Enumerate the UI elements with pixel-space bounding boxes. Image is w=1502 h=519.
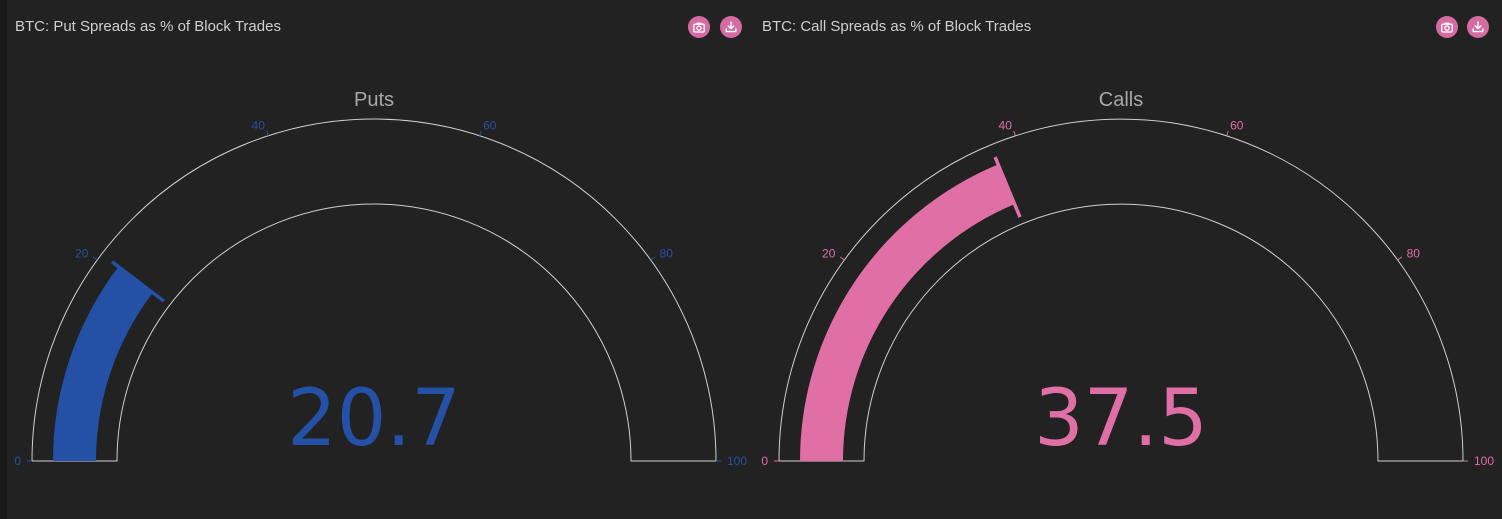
download-icon [1472,21,1484,33]
download-png-button[interactable] [1436,16,1458,38]
panel-title: BTC: Put Spreads as % of Block Trades [15,18,281,35]
gauge-tick [479,130,482,136]
gauge-title: Calls [1099,89,1143,111]
download-png-button[interactable] [688,16,710,38]
gauge-tick-label: 40 [252,118,266,132]
gauge-tick-label: 20 [822,247,836,261]
left-edge [0,0,7,519]
gauge-tick [266,130,269,136]
calls-panel: 0 20 40 60 80 100 Calls 37.5 BTC: Call Spreads … [750,0,1502,519]
gauge-tick-label: 80 [660,247,674,261]
gauge-tick [650,256,656,261]
gauge-tick-label: 60 [1230,118,1244,132]
gauge-tick-label: 100 [1474,454,1494,468]
gauge-tick [1226,130,1229,136]
gauge-tick-label: 0 [761,454,768,468]
gauge-value-marker [111,260,165,303]
camera-icon [1441,22,1453,33]
download-data-button[interactable] [1467,16,1489,38]
puts-gauge: 0 20 40 60 80 100 Puts 20.7 [14,89,747,468]
puts-panel: 0 20 40 60 80 100 Puts 20.7 BTC: Put Spreads as… [0,0,750,519]
gauge-tick-label: 60 [483,118,497,132]
gauge-title: Puts [354,89,394,111]
gauge-value-number: 37.5 [1034,374,1208,464]
gauge-tick-label: 0 [14,454,21,468]
calls-gauge: 0 20 40 60 80 100 Calls 37.5 [761,89,1494,468]
camera-icon [693,22,705,33]
download-icon [725,21,737,33]
gauge-tick [1013,130,1016,136]
gauge-tick-label: 80 [1407,247,1421,261]
gauge-tick [839,256,845,261]
panel-title: BTC: Call Spreads as % of Block Trades [762,18,1032,35]
gauge-tick-label: 20 [75,247,89,261]
gauge-tick [1397,256,1403,261]
gauge-tick [92,256,98,261]
gauge-tick-label: 100 [727,454,747,468]
gauge-value-bar [800,164,1015,461]
gauge-outline [778,118,1464,462]
gauge-outline [31,118,717,462]
gauge-tick-label: 40 [999,118,1013,132]
download-data-button[interactable] [720,16,742,38]
gauge-value-bar [53,266,153,461]
gauge-value-number: 20.7 [287,374,461,464]
gauge-value-marker [993,156,1022,218]
